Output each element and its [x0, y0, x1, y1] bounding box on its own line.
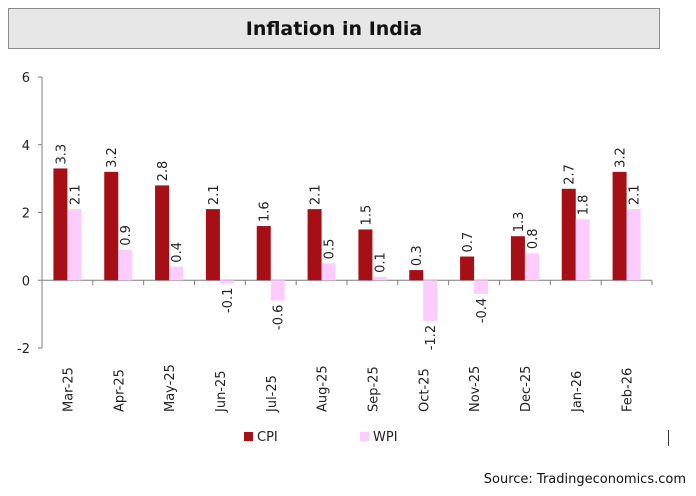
- wpi-data-label: 0.1: [373, 252, 388, 273]
- cpi-data-label: 1.5: [359, 205, 374, 226]
- cpi-bar: [510, 236, 525, 281]
- chart-title: Inflation in India: [245, 17, 423, 40]
- wpi-bar: [423, 280, 438, 321]
- wpi-data-label: -1.2: [424, 325, 439, 350]
- cpi-data-label: 3.2: [614, 147, 629, 168]
- x-tick-label: Oct-25: [417, 368, 432, 412]
- wpi-bar: [169, 266, 184, 281]
- x-tick-label: Jan-26: [570, 371, 585, 413]
- cpi-data-label: 1.3: [512, 212, 527, 233]
- wpi-data-label: 0.8: [526, 228, 541, 249]
- y-tick-label: 4: [22, 139, 30, 154]
- wpi-data-label: -0.1: [221, 288, 236, 313]
- cpi-bar: [561, 188, 576, 281]
- wpi-data-label: 0.5: [323, 239, 338, 260]
- cpi-data-label: 2.7: [563, 164, 578, 185]
- text-cursor-mark: [668, 430, 669, 446]
- x-tick-label: Feb-26: [621, 368, 636, 412]
- cpi-bar: [205, 209, 220, 281]
- wpi-bar: [372, 276, 387, 281]
- cpi-data-label: 0.3: [410, 245, 425, 266]
- wpi-data-label: 1.8: [577, 195, 592, 216]
- x-tick-label: Jun-25: [214, 370, 229, 413]
- y-tick-label: 6: [22, 71, 30, 86]
- cpi-bar: [612, 171, 627, 281]
- chart-title-box: Inflation in India: [8, 8, 660, 49]
- cpi-bar: [53, 168, 68, 281]
- y-tick-label: 0: [22, 274, 30, 289]
- wpi-bar: [321, 263, 336, 281]
- cpi-bar: [104, 171, 119, 281]
- cpi-bar: [307, 209, 322, 281]
- cpi-data-label: 2.1: [309, 184, 324, 205]
- cpi-legend-swatch: [244, 432, 253, 441]
- wpi-bar: [575, 219, 590, 281]
- wpi-bar: [524, 253, 539, 281]
- x-tick-label: Nov-25: [468, 366, 483, 412]
- cpi-data-label: 2.1: [207, 184, 222, 205]
- cpi-bar: [256, 226, 271, 281]
- cpi-bar: [358, 229, 373, 281]
- cpi-data-label: 3.2: [105, 147, 120, 168]
- cpi-legend-label: CPI: [257, 430, 278, 445]
- wpi-data-label: 2.1: [628, 184, 643, 205]
- wpi-bar: [626, 209, 641, 281]
- wpi-bar: [474, 280, 489, 294]
- wpi-legend-label: WPI: [373, 430, 398, 445]
- wpi-data-label: 0.4: [170, 242, 185, 263]
- cpi-data-label: 1.6: [258, 201, 273, 222]
- cpi-bar: [155, 185, 170, 281]
- wpi-data-label: 0.9: [119, 225, 134, 246]
- cpi-data-label: 2.8: [156, 161, 171, 182]
- x-tick-label: Mar-25: [61, 367, 76, 412]
- y-tick-label: -2: [17, 342, 30, 357]
- x-tick-label: Apr-25: [112, 369, 127, 412]
- wpi-data-label: 2.1: [68, 184, 83, 205]
- source-note: Source: Tradingeconomics.com: [483, 472, 686, 487]
- x-tick-label: Aug-25: [316, 365, 331, 412]
- x-tick-label: Dec-25: [519, 366, 534, 412]
- x-tick-label: May-25: [163, 364, 178, 412]
- cpi-data-label: 3.3: [54, 144, 69, 165]
- cpi-bar: [409, 270, 424, 281]
- x-tick-label: Jul-25: [265, 375, 280, 413]
- wpi-bar: [118, 249, 133, 281]
- wpi-data-label: -0.6: [272, 305, 287, 330]
- x-tick-label: Sep-25: [366, 366, 381, 412]
- cpi-bar: [460, 256, 475, 281]
- wpi-data-label: -0.4: [475, 298, 490, 323]
- cpi-data-label: 0.7: [461, 232, 476, 253]
- wpi-bar: [67, 209, 82, 281]
- wpi-bar: [219, 280, 234, 284]
- y-tick-label: 2: [22, 207, 30, 222]
- wpi-legend-swatch: [360, 432, 369, 441]
- wpi-bar: [270, 280, 285, 301]
